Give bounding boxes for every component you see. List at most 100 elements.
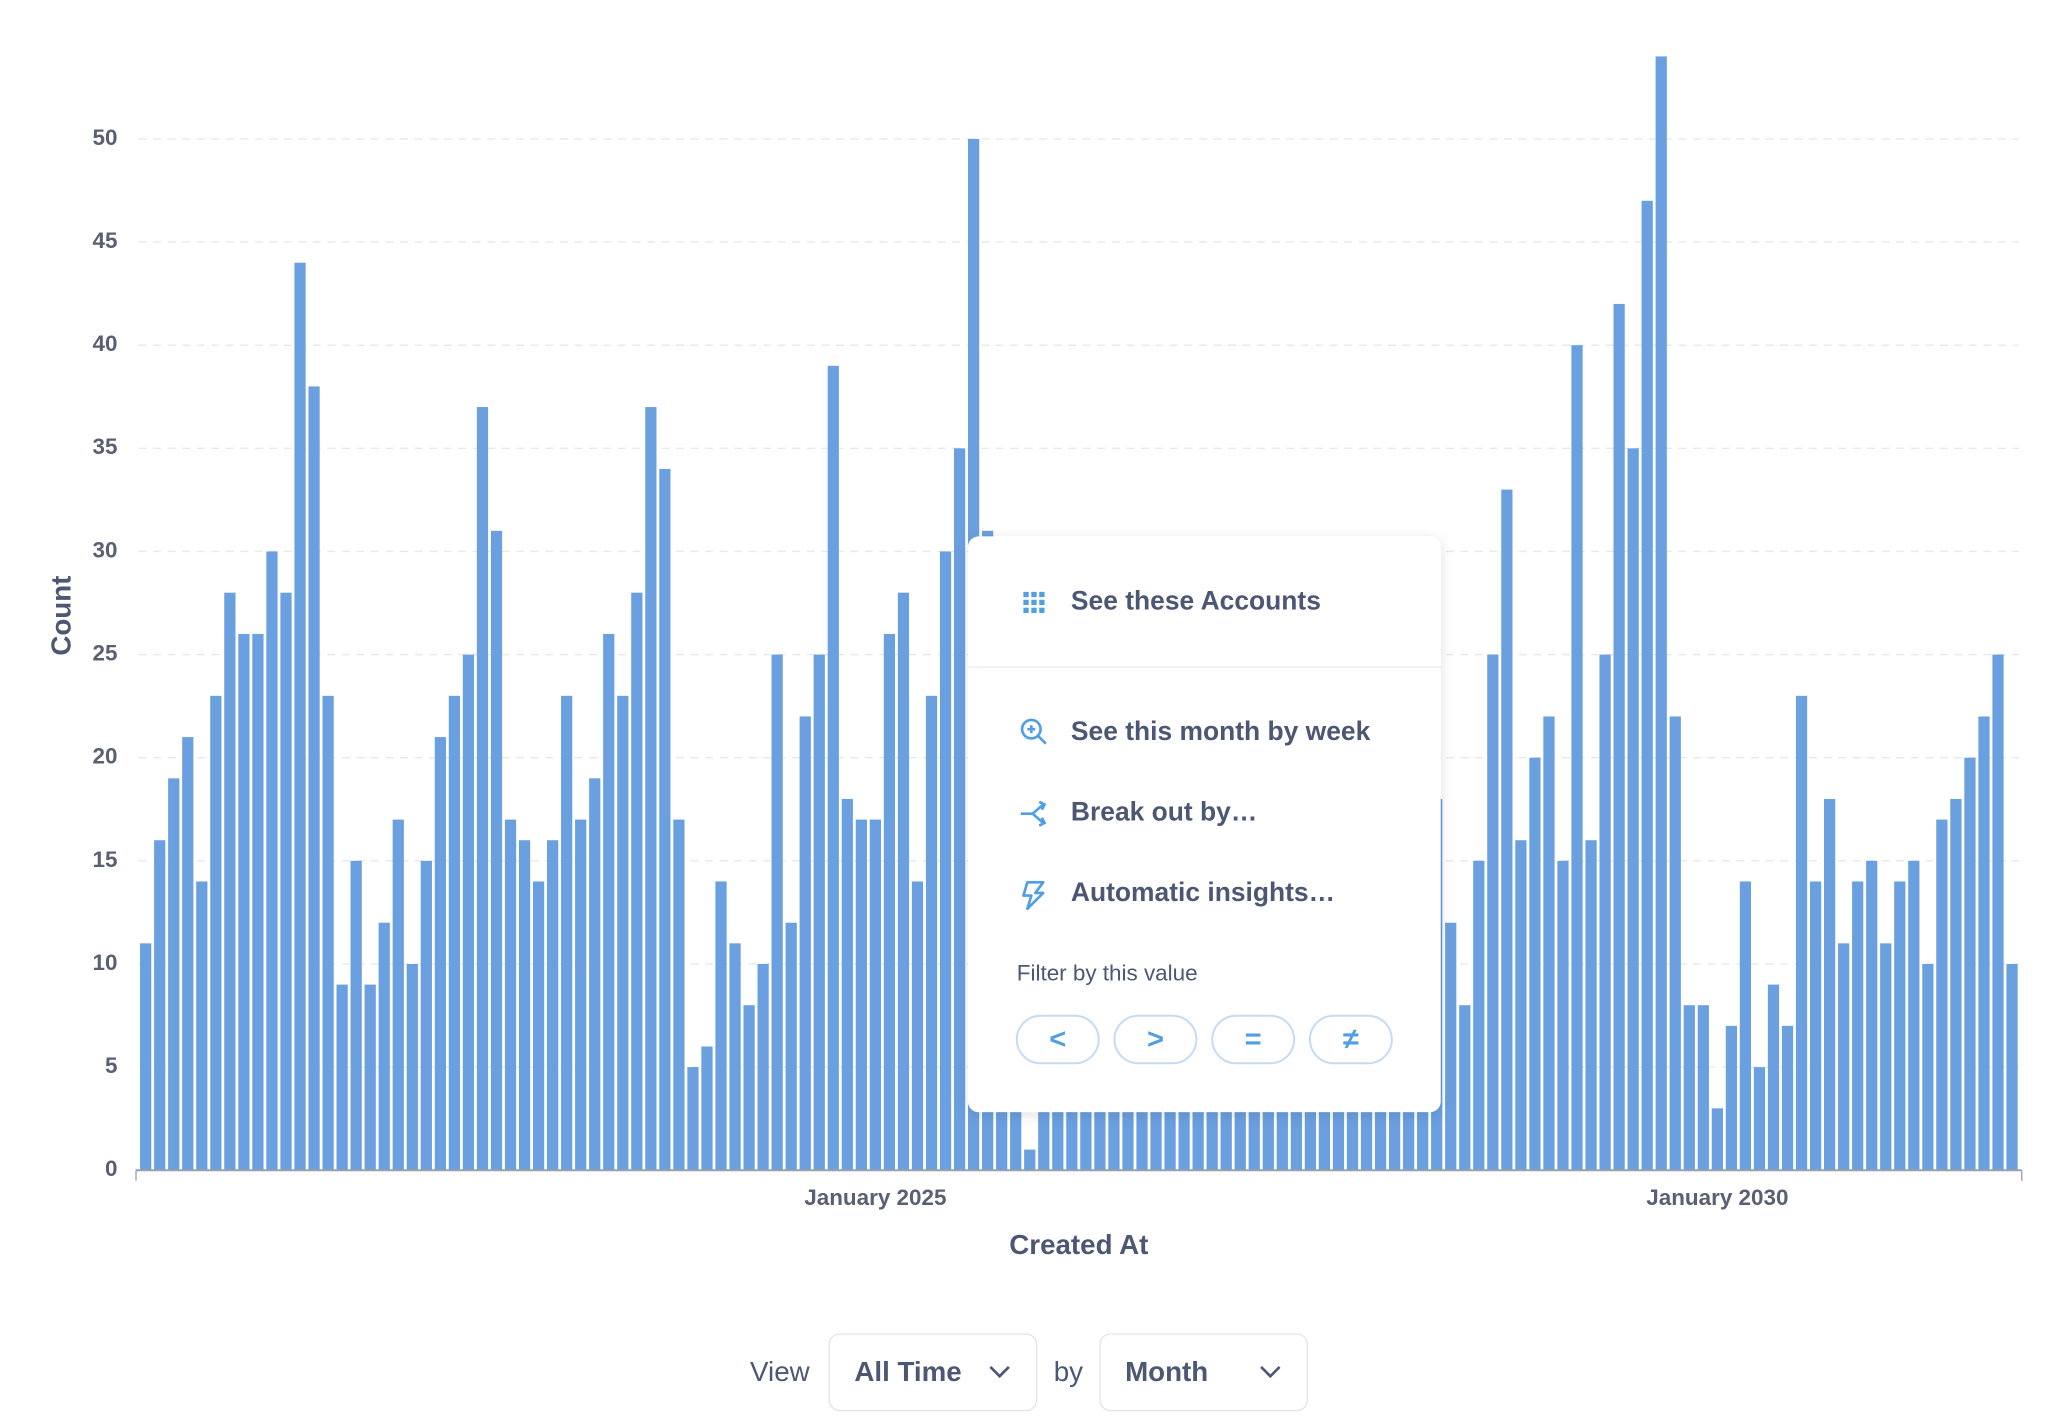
bar[interactable] bbox=[364, 984, 376, 1171]
bar[interactable] bbox=[547, 840, 559, 1171]
bar[interactable] bbox=[1585, 840, 1597, 1171]
bar[interactable] bbox=[785, 922, 797, 1171]
bar[interactable] bbox=[1950, 798, 1962, 1171]
menu-item[interactable]: See this month by week bbox=[1071, 716, 1371, 746]
bar[interactable] bbox=[827, 365, 839, 1171]
bar[interactable] bbox=[1683, 1005, 1695, 1171]
bar[interactable] bbox=[645, 407, 657, 1171]
bar[interactable] bbox=[168, 778, 180, 1171]
bar[interactable] bbox=[1024, 1149, 1036, 1171]
bar[interactable] bbox=[1459, 1005, 1471, 1171]
bar[interactable] bbox=[1908, 860, 1920, 1171]
bar[interactable] bbox=[1529, 757, 1541, 1171]
bar[interactable] bbox=[1655, 56, 1667, 1171]
bar[interactable] bbox=[322, 695, 334, 1171]
filter-button[interactable] bbox=[1113, 1014, 1198, 1065]
bar[interactable] bbox=[1781, 1025, 1794, 1171]
menu-item[interactable]: Break out by… bbox=[1071, 797, 1257, 827]
bar[interactable] bbox=[1571, 345, 1583, 1171]
bar[interactable] bbox=[561, 695, 573, 1171]
bar[interactable] bbox=[1767, 984, 1780, 1171]
bar[interactable] bbox=[911, 881, 924, 1171]
bar[interactable] bbox=[1964, 757, 1976, 1171]
bar[interactable] bbox=[1894, 881, 1906, 1171]
bar[interactable] bbox=[869, 819, 881, 1171]
filter-button[interactable] bbox=[1015, 1014, 1100, 1065]
bar[interactable] bbox=[883, 633, 896, 1171]
bar[interactable] bbox=[1487, 654, 1499, 1171]
bar[interactable] bbox=[448, 695, 461, 1171]
menu-item[interactable]: Automatic insights… bbox=[1071, 877, 1335, 907]
bar[interactable] bbox=[2006, 963, 2018, 1171]
bar[interactable] bbox=[1669, 716, 1681, 1171]
bar[interactable] bbox=[841, 798, 853, 1171]
bar[interactable] bbox=[1515, 840, 1527, 1171]
bar[interactable] bbox=[813, 654, 825, 1171]
bar[interactable] bbox=[210, 695, 222, 1171]
bar[interactable] bbox=[799, 716, 811, 1171]
bar[interactable] bbox=[603, 633, 615, 1171]
bar[interactable] bbox=[140, 943, 152, 1171]
bar[interactable] bbox=[589, 778, 601, 1171]
bar[interactable] bbox=[715, 881, 727, 1171]
bar[interactable] bbox=[1641, 200, 1653, 1171]
bar[interactable] bbox=[855, 819, 867, 1171]
bar[interactable] bbox=[518, 840, 531, 1171]
bar[interactable] bbox=[378, 922, 390, 1171]
bar[interactable] bbox=[1824, 798, 1836, 1171]
bar[interactable] bbox=[490, 530, 503, 1171]
filter-button[interactable] bbox=[1211, 1014, 1296, 1065]
bar[interactable] bbox=[1852, 881, 1864, 1171]
bar[interactable] bbox=[182, 737, 194, 1171]
bar[interactable] bbox=[1445, 922, 1457, 1171]
bar[interactable] bbox=[631, 592, 643, 1171]
bar[interactable] bbox=[1599, 654, 1611, 1171]
bar[interactable] bbox=[238, 633, 250, 1171]
bar[interactable] bbox=[196, 881, 208, 1171]
bar[interactable] bbox=[154, 840, 166, 1171]
bar[interactable] bbox=[953, 448, 966, 1171]
bar[interactable] bbox=[336, 984, 348, 1171]
range-select[interactable] bbox=[828, 1333, 1038, 1412]
bar[interactable] bbox=[757, 963, 769, 1171]
bar[interactable] bbox=[1543, 716, 1555, 1171]
bar[interactable] bbox=[476, 407, 489, 1171]
bar[interactable] bbox=[729, 943, 741, 1171]
bar[interactable] bbox=[701, 1046, 713, 1171]
bar[interactable] bbox=[1795, 695, 1808, 1171]
bar[interactable] bbox=[1613, 303, 1625, 1171]
bar[interactable] bbox=[673, 819, 685, 1171]
bar[interactable] bbox=[1992, 654, 2004, 1171]
bar[interactable] bbox=[1978, 716, 1990, 1171]
bar[interactable] bbox=[897, 592, 910, 1171]
bar[interactable] bbox=[266, 551, 278, 1171]
bar[interactable] bbox=[406, 963, 418, 1171]
menu-item[interactable]: See these Accounts bbox=[1071, 585, 1321, 615]
bar[interactable] bbox=[252, 633, 264, 1171]
bar[interactable] bbox=[1753, 1067, 1766, 1171]
bar[interactable] bbox=[939, 551, 952, 1171]
bar[interactable] bbox=[1697, 1005, 1709, 1171]
bar[interactable] bbox=[294, 262, 306, 1171]
bar[interactable] bbox=[350, 860, 362, 1171]
bar[interactable] bbox=[462, 654, 475, 1171]
bar[interactable] bbox=[308, 386, 320, 1171]
bar[interactable] bbox=[1501, 489, 1513, 1171]
bar[interactable] bbox=[1809, 881, 1822, 1171]
bar[interactable] bbox=[743, 1005, 755, 1171]
bar[interactable] bbox=[224, 592, 236, 1171]
bar[interactable] bbox=[1473, 860, 1485, 1171]
bar[interactable] bbox=[504, 819, 517, 1171]
bar[interactable] bbox=[687, 1067, 699, 1171]
bar[interactable] bbox=[771, 654, 783, 1171]
bar[interactable] bbox=[1711, 1108, 1723, 1171]
bar[interactable] bbox=[617, 695, 629, 1171]
bar[interactable] bbox=[659, 468, 671, 1171]
bar[interactable] bbox=[1922, 963, 1934, 1171]
bar[interactable] bbox=[532, 881, 545, 1171]
bar[interactable] bbox=[1880, 943, 1892, 1171]
bar[interactable] bbox=[575, 819, 587, 1171]
filter-button[interactable] bbox=[1308, 1014, 1393, 1065]
bar[interactable] bbox=[434, 737, 446, 1171]
bar[interactable] bbox=[1557, 860, 1569, 1171]
